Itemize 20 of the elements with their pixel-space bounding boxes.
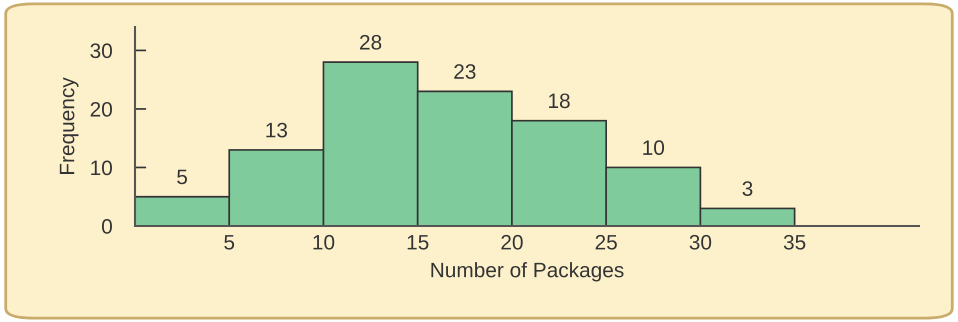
x-tick-label: 5 xyxy=(224,235,234,250)
data-label: 18 xyxy=(549,93,570,108)
x-tick-label: 25 xyxy=(596,234,617,250)
data-label: 3 xyxy=(742,181,752,196)
x-axis-title: Number of Packages xyxy=(431,262,624,282)
x-tick-label: 10 xyxy=(313,234,334,250)
x-tick-label: 35 xyxy=(784,234,806,250)
data-label: 5 xyxy=(177,170,188,184)
x-tick-label: 20 xyxy=(501,234,523,250)
data-label: 28 xyxy=(360,34,382,50)
x-tick-label: 15 xyxy=(408,235,428,250)
data-label: 13 xyxy=(266,122,288,138)
y-tick-label: 10 xyxy=(91,160,112,176)
y-axis-title: Frequency xyxy=(60,77,78,174)
y-tick-label: 30 xyxy=(90,43,112,58)
x-tick-label: 30 xyxy=(690,234,712,250)
data-label: 23 xyxy=(454,64,476,79)
data-label: 10 xyxy=(643,140,664,156)
y-tick-label: 0 xyxy=(102,219,112,234)
y-tick-label: 20 xyxy=(90,102,112,117)
